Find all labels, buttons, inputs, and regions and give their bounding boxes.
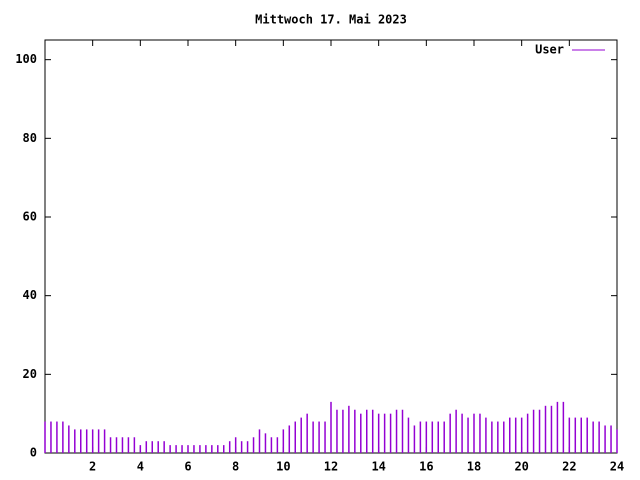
y-tick-label: 100	[15, 52, 37, 66]
y-tick-label: 0	[30, 446, 37, 460]
x-tick-label: 12	[324, 460, 338, 474]
x-tick-label: 16	[419, 460, 433, 474]
y-tick-label: 40	[23, 288, 37, 302]
x-tick-label: 8	[232, 460, 239, 474]
y-tick-label: 80	[23, 131, 37, 145]
x-tick-label: 14	[371, 460, 385, 474]
chart-title: Mittwoch 17. Mai 2023	[255, 13, 407, 27]
legend-label: User	[535, 43, 564, 57]
y-tick-label: 20	[23, 367, 37, 381]
x-tick-label: 24	[610, 460, 624, 474]
y-tick-label: 60	[23, 210, 37, 224]
x-tick-label: 4	[137, 460, 144, 474]
x-tick-label: 2	[89, 460, 96, 474]
x-tick-label: 10	[276, 460, 290, 474]
x-tick-label: 18	[467, 460, 481, 474]
x-tick-label: 20	[514, 460, 528, 474]
x-tick-label: 22	[562, 460, 576, 474]
x-tick-label: 6	[184, 460, 191, 474]
